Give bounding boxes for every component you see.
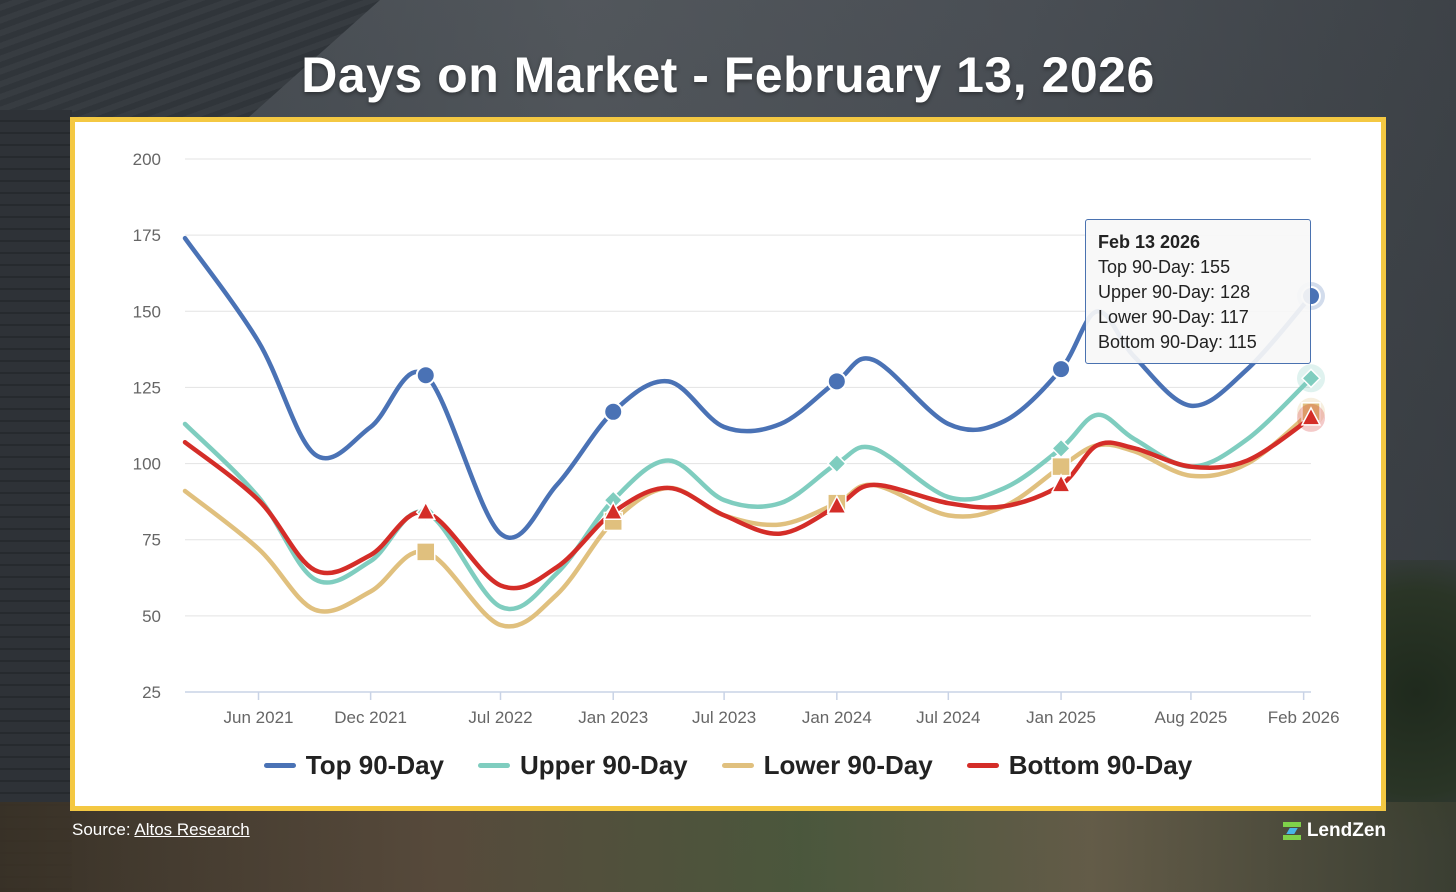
x-tick-label-2: Jul 2022 (468, 708, 532, 727)
data-point-0-7 (603, 401, 624, 422)
series-line-3 (182, 415, 1314, 591)
legend-item-lower[interactable]: Lower 90-Day (721, 750, 933, 781)
x-tick-label-8: Aug 2025 (1155, 708, 1228, 727)
brand-logo: LendZen (1282, 820, 1386, 842)
tooltip-top: Top 90-Day: 155 (1098, 257, 1231, 277)
source-prefix: Source: (72, 820, 135, 839)
source-link[interactable]: Altos Research (134, 820, 250, 839)
legend-label-top: Top 90-Day (305, 750, 445, 780)
data-point-3-11 (826, 494, 848, 514)
data-point-1-20 (1300, 368, 1322, 389)
data-point-2-15 (1051, 456, 1071, 477)
legend-swatch-top (263, 763, 296, 768)
tooltip-lower: Lower 90-Day: 117 (1098, 307, 1249, 327)
chart-panel: 25 50 75 100 125 150 175 200 Jun 2021 Dec 2021 Jul… (70, 117, 1386, 811)
x-tick-label-7: Jan 2025 (1026, 708, 1096, 727)
data-point-1-15 (1050, 438, 1072, 459)
x-tick-label-5: Jan 2024 (802, 708, 872, 727)
data-point-1-11 (826, 453, 847, 474)
data-point-3-7 (602, 500, 624, 521)
x-tick-label-3: Jan 2023 (578, 708, 648, 727)
house-siding (0, 110, 72, 892)
chart-tooltip: Feb 13 2026 Top 90-Day: 155 Upper 90-Day… (1085, 219, 1311, 364)
y-tick-label-75: 75 (142, 531, 161, 550)
data-point-3-4 (415, 500, 437, 521)
data-point-0-15 (1051, 359, 1072, 380)
legend-swatch-bottom (966, 763, 999, 768)
data-point-0-11 (826, 371, 847, 392)
tooltip-bottom: Bottom 90-Day: 115 (1098, 332, 1257, 352)
data-point-2-4 (416, 542, 436, 562)
data-point-3-15 (1050, 473, 1072, 493)
tooltip-date: Feb 13 2026 (1098, 232, 1201, 252)
legend-item-top[interactable]: Top 90-Day (263, 750, 445, 781)
x-tick-label-6: Jul 2024 (916, 708, 980, 727)
legend-item-upper[interactable]: Upper 90-Day (478, 750, 688, 781)
legend-label-bottom: Bottom 90-Day (1008, 750, 1193, 780)
legend-swatch-upper (478, 763, 511, 768)
y-tick-label-50: 50 (142, 607, 161, 626)
lendzen-logo-icon (1282, 822, 1301, 840)
page-title: Days on Market - February 13, 2026 (301, 47, 1155, 103)
x-tick-label-1: Dec 2021 (334, 708, 407, 727)
y-tick-label-150: 150 (133, 302, 161, 321)
legend-label-upper: Upper 90-Day (520, 750, 688, 780)
data-point-0-4 (415, 365, 436, 386)
x-tick-label-9: Feb 2026 (1268, 708, 1340, 727)
series-line-1 (182, 376, 1314, 612)
y-tick-label-125: 125 (133, 378, 161, 397)
y-tick-label-175: 175 (133, 226, 161, 245)
street-scene (0, 802, 1456, 892)
x-tick-label-0: Jun 2021 (224, 708, 294, 727)
y-tick-label-100: 100 (133, 455, 161, 474)
y-tick-label-25: 25 (142, 683, 161, 702)
chart-legend: Top 90-Day Upper 90-Day Lower 90-Day Bot… (75, 750, 1381, 781)
brand-name: LendZen (1306, 820, 1386, 841)
y-tick-label-200: 200 (133, 150, 161, 169)
data-point-3-20 (1300, 406, 1322, 426)
legend-item-bottom[interactable]: Bottom 90-Day (966, 750, 1193, 781)
line-chart: 25 50 75 100 125 150 175 200 Jun 2021 Dec 2021 Jul… (133, 150, 1340, 727)
legend-label-lower: Lower 90-Day (763, 750, 933, 780)
x-tick-label-4: Jul 2023 (692, 708, 756, 727)
source-credit: Source: Altos Research (72, 820, 250, 840)
legend-swatch-lower (721, 763, 754, 768)
tooltip-upper: Upper 90-Day: 128 (1098, 282, 1251, 302)
